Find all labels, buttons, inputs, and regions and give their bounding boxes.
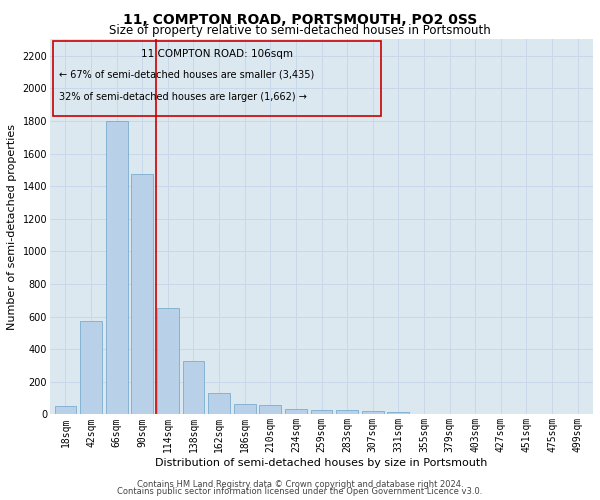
Text: Contains public sector information licensed under the Open Government Licence v3: Contains public sector information licen… <box>118 487 482 496</box>
Bar <box>80 320 102 414</box>
Text: Size of property relative to semi-detached houses in Portsmouth: Size of property relative to semi-detach… <box>109 24 491 37</box>
Text: 32% of semi-detached houses are larger (1,662) →: 32% of semi-detached houses are larger (… <box>59 92 307 102</box>
X-axis label: Distribution of semi-detached houses by size in Portsmouth: Distribution of semi-detached houses by … <box>155 458 488 468</box>
Bar <box>53 42 381 117</box>
Bar <box>131 174 153 414</box>
Bar <box>388 412 409 414</box>
Bar <box>311 410 332 414</box>
Bar <box>157 308 179 414</box>
Y-axis label: Number of semi-detached properties: Number of semi-detached properties <box>7 124 17 330</box>
Text: Contains HM Land Registry data © Crown copyright and database right 2024.: Contains HM Land Registry data © Crown c… <box>137 480 463 489</box>
Text: 11 COMPTON ROAD: 106sqm: 11 COMPTON ROAD: 106sqm <box>141 49 293 59</box>
Bar <box>208 394 230 414</box>
Text: 11, COMPTON ROAD, PORTSMOUTH, PO2 0SS: 11, COMPTON ROAD, PORTSMOUTH, PO2 0SS <box>123 12 477 26</box>
Bar <box>362 411 383 414</box>
Bar <box>234 404 256 414</box>
Text: ← 67% of semi-detached houses are smaller (3,435): ← 67% of semi-detached houses are smalle… <box>59 70 314 80</box>
Bar <box>336 410 358 414</box>
Bar <box>285 409 307 414</box>
Bar <box>55 406 76 414</box>
Bar <box>182 360 205 414</box>
Bar <box>106 121 128 414</box>
Bar <box>259 404 281 414</box>
